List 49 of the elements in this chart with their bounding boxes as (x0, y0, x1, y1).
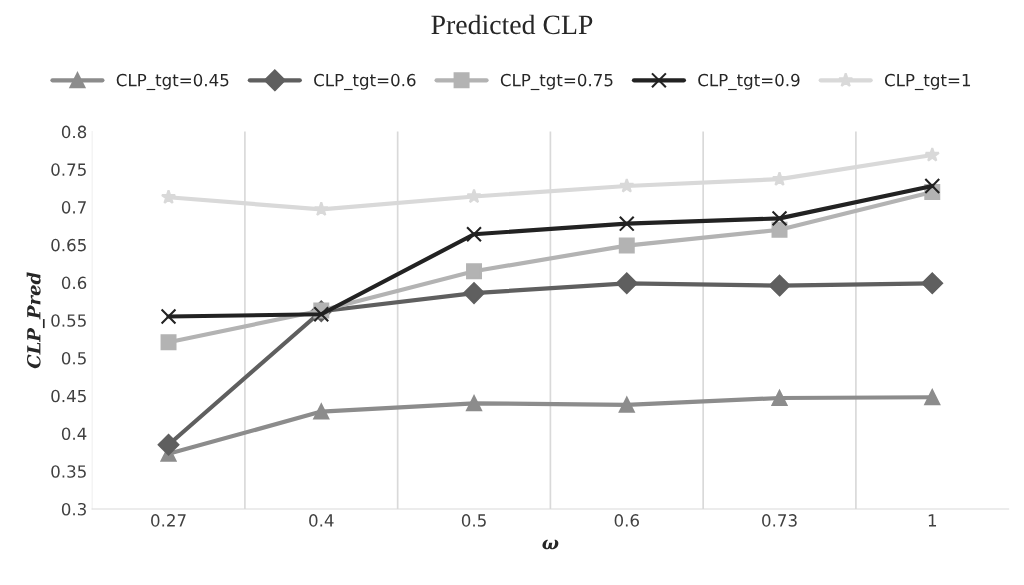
x-tick-label: 1 (928, 514, 937, 527)
y-tick-label: 0.35 (51, 465, 86, 478)
point (924, 177, 941, 194)
y-tick-label: 0.4 (61, 427, 87, 441)
point (771, 210, 788, 227)
point (618, 215, 635, 232)
point (157, 433, 180, 456)
y-tick-label: 0.3 (61, 502, 86, 516)
point (619, 177, 635, 193)
point (466, 188, 482, 204)
legend-label: CLP_tgt=0.45 (116, 73, 229, 91)
legend-label: CLP_tgt=0.9 (698, 73, 800, 91)
y-tick-label: 0.7 (61, 201, 86, 214)
point (771, 221, 788, 238)
point (768, 274, 791, 297)
y-tick-label: 0.8 (61, 125, 87, 139)
x-tick-label: 0.5 (461, 514, 486, 527)
x-tick-label: 0.73 (762, 514, 797, 527)
point (466, 263, 483, 280)
y-axis-title: CLP_Pred (26, 272, 45, 369)
x-tick-label: 0.27 (151, 514, 186, 527)
point (924, 389, 941, 406)
point (618, 396, 635, 413)
point (615, 272, 638, 295)
y-tick-label: 0.5 (61, 351, 86, 365)
point (921, 272, 944, 295)
legend-label: CLP_tgt=0.6 (314, 73, 416, 91)
y-tick-label: 0.55 (51, 314, 86, 327)
point (463, 282, 485, 304)
point (466, 395, 483, 412)
x-axis-title: ω (542, 539, 559, 550)
point (924, 147, 940, 162)
point (618, 237, 635, 254)
legend-label: CLP_tgt=0.75 (500, 73, 613, 91)
x-tick-label: 0.4 (309, 514, 334, 527)
y-tick-label: 0.65 (51, 238, 86, 252)
x-tick-label: 0.6 (614, 514, 639, 527)
point (160, 308, 177, 325)
legend-label: CLP_tgt=1 (884, 73, 971, 91)
point (313, 201, 329, 217)
point (160, 334, 177, 351)
point (313, 403, 330, 420)
y-tick-label: 0.45 (51, 389, 86, 403)
y-tick-label: 0.75 (51, 163, 86, 176)
point (771, 390, 788, 406)
point (160, 189, 177, 204)
point (466, 226, 483, 243)
chart-title: Predicted CLP (431, 14, 593, 35)
y-tick-label: 0.6 (61, 276, 87, 290)
